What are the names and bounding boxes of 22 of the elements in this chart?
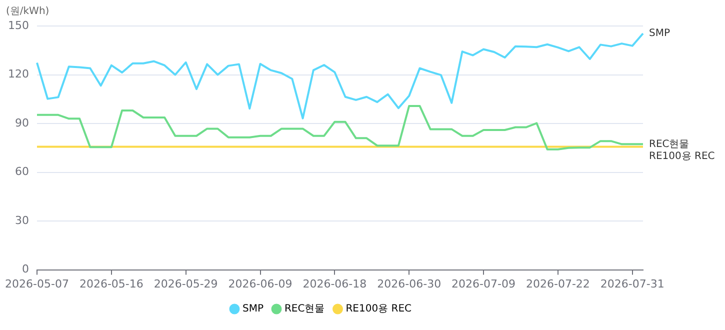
legend-label: SMP	[242, 304, 264, 315]
x-tick-label: 2026-07-09	[452, 277, 516, 290]
text: SMP	[649, 28, 670, 40]
text: RE100용 REC	[649, 150, 715, 162]
legend-label: REC현물	[284, 304, 325, 315]
x-tick-label: 2026-07-31	[600, 277, 664, 290]
x-tick-label: 2026-07-22	[526, 277, 590, 290]
x-tick-label: 2026-06-09	[228, 277, 292, 290]
y-tick-label: 120	[8, 68, 29, 81]
x-tick-label: 2026-06-30	[377, 277, 442, 290]
y-tick-label: 0	[22, 262, 29, 276]
y-tick-label: 90	[14, 116, 29, 130]
x-tick-label: 2026-06-18	[302, 277, 367, 290]
y-axis-title: (원/kWh)	[6, 6, 50, 17]
legend-label: RE100용 REC	[346, 304, 412, 315]
x-tick-label: 2026-05-07	[5, 277, 69, 290]
y-tick-label: 60	[14, 165, 29, 178]
x-tick-label: 2026-05-16	[79, 277, 144, 290]
x-tick-label: 2026-05-29	[154, 277, 218, 290]
y-tick-label: 30	[14, 214, 29, 227]
y-tick-label: 150	[8, 18, 29, 32]
text: REC현물	[649, 138, 690, 150]
